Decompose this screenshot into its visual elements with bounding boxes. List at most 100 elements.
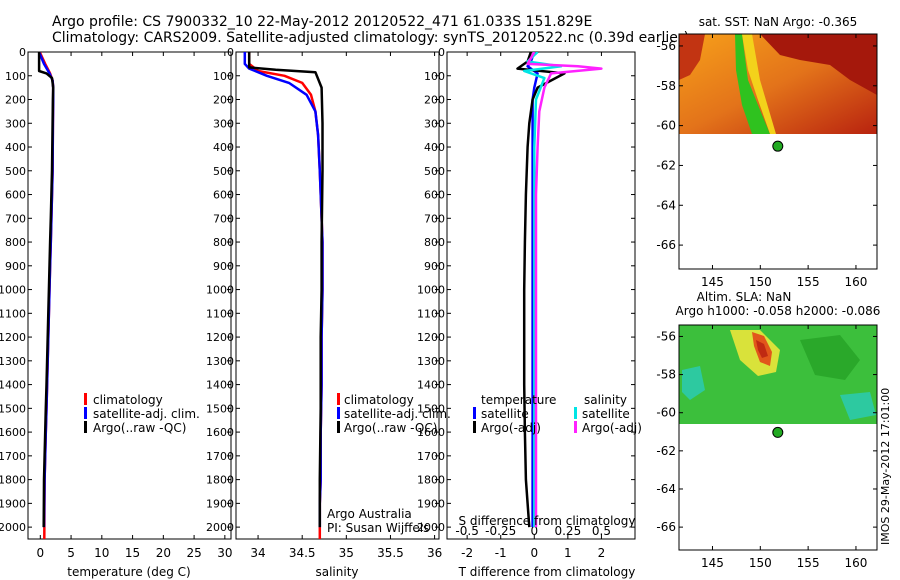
- sla-map-axis: 145 150 155 160 -56 -58 -60 -62 -64 -66: [656, 325, 877, 570]
- x-top-tick-label: -0.5: [455, 524, 478, 538]
- y-tick-label: -66: [656, 238, 676, 252]
- legend-label-s-satellite: satellite: [582, 407, 630, 421]
- y-tick-label: 1400: [417, 379, 445, 392]
- x-top-tick-label: 0: [530, 524, 538, 538]
- timestamp: IMOS 29-May-2012 17:01:00: [879, 388, 892, 545]
- credit-line2: PI: Susan Wijffels: [327, 521, 429, 535]
- salinity-xlabel: salinity: [315, 565, 358, 579]
- y-tick-label: 1200: [0, 331, 26, 344]
- sla-map-subtitle: Argo h1000: -0.058 h2000: -0.086: [676, 304, 881, 318]
- temperature-axis: 0100200300400500600700800900100011001200…: [0, 46, 232, 560]
- y-tick-label: 1500: [0, 402, 26, 415]
- y-tick-label: 900: [424, 260, 445, 273]
- y-tick-label: 100: [213, 70, 234, 83]
- legend-label-satellite: satellite-adj. clim.: [344, 407, 451, 421]
- difference-axis: 0100200300400500600700800900100011001200…: [417, 46, 635, 560]
- y-tick-label: 1900: [206, 497, 234, 510]
- sst-warm-region-west: [679, 34, 705, 80]
- x-tick-label: 150: [749, 275, 772, 289]
- difference-xlabel: T difference from climatology: [458, 565, 636, 579]
- y-tick-label: 0: [438, 46, 445, 59]
- legend-swatch-t-satellite: [473, 407, 476, 419]
- legend-swatch-argo: [337, 421, 340, 433]
- legend-title-temperature: temperature: [481, 393, 556, 407]
- series-line-climatology: [247, 52, 324, 539]
- y-tick-label: 1400: [0, 379, 26, 392]
- y-tick-label: 800: [5, 236, 26, 249]
- y-tick-label: 2000: [206, 521, 234, 534]
- x-tick-label: 35.5: [377, 546, 404, 560]
- sst-cold-filament: [735, 34, 770, 134]
- y-tick-label: 800: [213, 236, 234, 249]
- difference-xlabel-top: S difference from climatology: [459, 514, 636, 528]
- y-tick-label: 200: [213, 94, 234, 107]
- y-tick-label: 1200: [206, 331, 234, 344]
- x-top-tick-label: -0.25: [485, 524, 516, 538]
- x-tick-label: 155: [797, 556, 820, 570]
- y-tick-label: -62: [656, 444, 676, 458]
- x-tick-label: 10: [94, 546, 109, 560]
- sst-map-title: sat. SST: NaN Argo: -0.365: [699, 15, 858, 29]
- sst-map-frame: [678, 33, 878, 270]
- legend-label-climatology: climatology: [93, 393, 163, 407]
- y-tick-label: 1300: [0, 355, 26, 368]
- legend-swatch-satellite: [84, 407, 87, 419]
- y-tick-label: 1300: [417, 355, 445, 368]
- y-tick-label: 400: [213, 141, 234, 154]
- y-tick-label: 1600: [417, 426, 445, 439]
- salinity-panel: [235, 51, 440, 540]
- y-tick-label: 500: [5, 165, 26, 178]
- legend-swatch-s-argo: [574, 421, 577, 433]
- difference-legend: temperature satellite Argo(-adj) salinit…: [473, 393, 642, 435]
- y-tick-label: -58: [656, 79, 676, 93]
- y-tick-label: 2000: [0, 521, 26, 534]
- y-tick-label: 1900: [417, 497, 445, 510]
- y-tick-label: 0: [19, 46, 26, 59]
- y-tick-label: 600: [424, 189, 445, 202]
- legend-swatch-s-satellite: [574, 407, 577, 419]
- difference-series: [516, 52, 603, 528]
- legend-label-t-argo: Argo(-adj): [481, 421, 541, 435]
- x-tick-label: 155: [797, 275, 820, 289]
- y-tick-label: 1800: [417, 474, 445, 487]
- x-tick-label: 160: [845, 275, 868, 289]
- y-tick-label: 1300: [206, 355, 234, 368]
- y-tick-label: 1900: [0, 497, 26, 510]
- x-tick-label: -1: [495, 546, 507, 560]
- y-tick-label: 1100: [0, 307, 26, 320]
- legend-swatch-climatology: [84, 393, 87, 405]
- y-tick-label: 900: [5, 260, 26, 273]
- y-tick-label: 300: [213, 117, 234, 130]
- legend-swatch-t-argo: [473, 421, 476, 433]
- series-line-satellite-adj-clim: [37, 52, 55, 528]
- x-tick-label: 34.5: [289, 546, 316, 560]
- credit-line1: Argo Australia: [327, 507, 412, 521]
- y-tick-label: 800: [424, 236, 445, 249]
- y-tick-label: 1100: [206, 307, 234, 320]
- x-tick-label: 25: [186, 546, 201, 560]
- legend-swatch-argo: [84, 421, 87, 433]
- x-tick-label: 30: [217, 546, 232, 560]
- salinity-legend: climatology satellite-adj. clim. Argo(..…: [337, 393, 451, 435]
- sla-cyan-patch: [682, 366, 705, 400]
- float-position-marker: [772, 140, 784, 152]
- y-tick-label: 900: [213, 260, 234, 273]
- y-tick-label: 400: [5, 141, 26, 154]
- y-tick-label: -56: [656, 39, 676, 53]
- y-tick-label: 1600: [206, 426, 234, 439]
- y-tick-label: 200: [424, 94, 445, 107]
- legend-title-salinity: salinity: [584, 393, 627, 407]
- y-tick-label: 1700: [0, 450, 26, 463]
- x-tick-label: 0: [530, 546, 538, 560]
- sla-low-anomaly: [800, 335, 860, 380]
- y-tick-label: 1800: [206, 474, 234, 487]
- legend-swatch-satellite: [337, 407, 340, 419]
- y-tick-label: 300: [424, 117, 445, 130]
- header-line1: Argo profile: CS 7900332_10 22-May-2012 …: [52, 14, 592, 30]
- temperature-xlabel: temperature (deg C): [67, 565, 190, 579]
- x-top-tick-label: 0.5: [592, 524, 611, 538]
- y-tick-label: 1000: [0, 284, 26, 297]
- y-tick-label: 600: [5, 189, 26, 202]
- sst-map-axis: 145 150 155 160 -56 -58 -60 -62 -64 -66: [656, 34, 877, 289]
